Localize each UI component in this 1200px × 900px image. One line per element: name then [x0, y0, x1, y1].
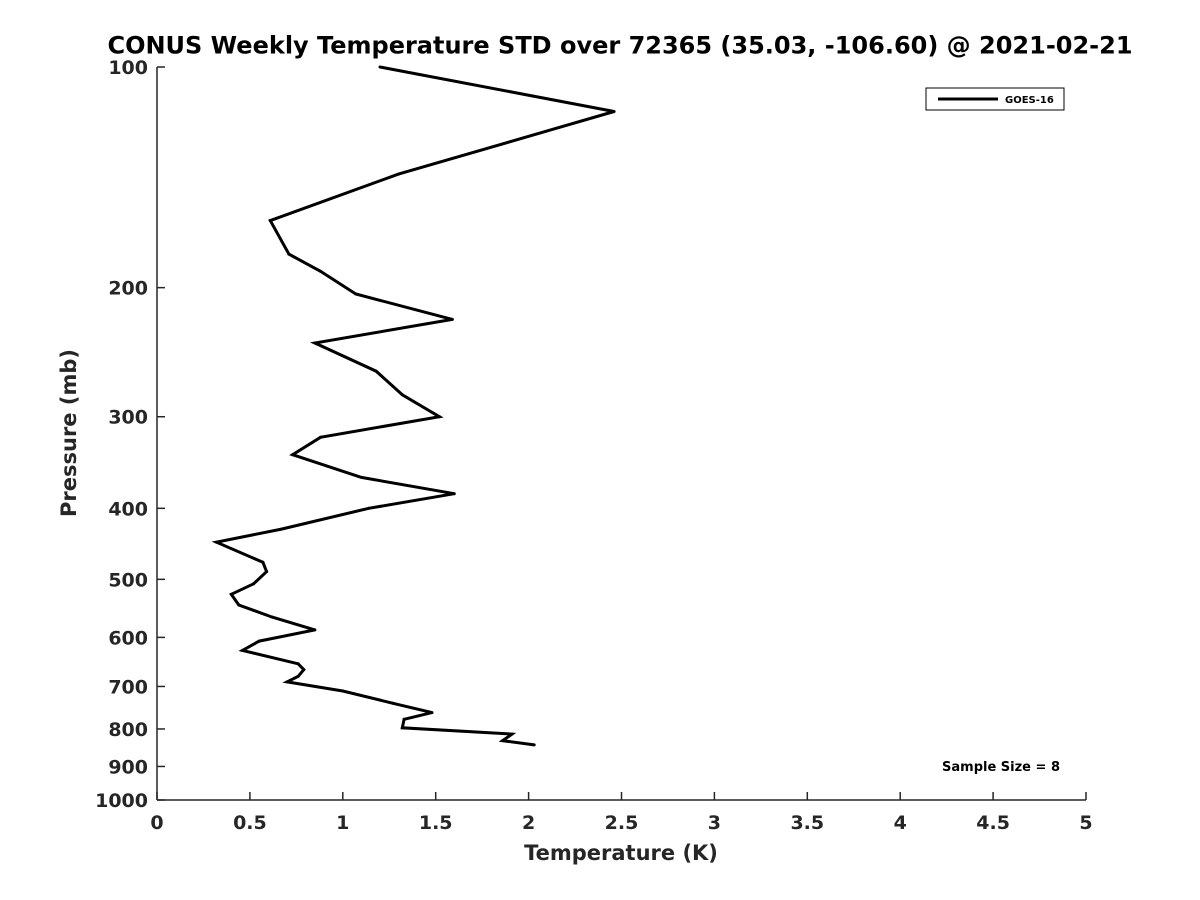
plot-axes: [156, 67, 1086, 801]
y-tick-label: 400: [108, 498, 148, 520]
data-point: [261, 560, 265, 564]
x-tick-label: 3: [708, 812, 721, 834]
x-tick-label: 1: [336, 812, 349, 834]
y-tick-label: 600: [108, 627, 148, 649]
data-point: [501, 739, 505, 743]
data-point: [510, 732, 514, 736]
data-point: [367, 506, 371, 510]
data-point: [319, 269, 322, 273]
data-point: [229, 592, 233, 596]
legend: GOES-16: [925, 87, 1065, 111]
data-point: [268, 219, 272, 223]
data-point: [241, 648, 244, 652]
x-ticks: 0 0.5 1 1.5 2 2.5 3 3.5 4 4.5 5: [150, 792, 1093, 834]
x-tick-label: 4: [894, 812, 907, 834]
y-tick-label: 1000: [95, 790, 148, 812]
data-point: [296, 674, 300, 678]
data-point: [252, 582, 256, 586]
data-point: [313, 628, 317, 632]
y-axis-label: Pressure (mb): [57, 349, 81, 517]
data-point: [400, 726, 404, 730]
data-point: [354, 292, 358, 296]
x-tick-label: 2.5: [605, 812, 639, 834]
y-tick-label: 300: [108, 407, 148, 429]
data-point: [257, 639, 261, 643]
y-tick-label: 100: [108, 57, 148, 79]
data-point: [402, 717, 406, 721]
data-point: [612, 110, 616, 113]
data-point: [237, 603, 241, 607]
chart-title: CONUS Weekly Temperature STD over 72365 …: [107, 32, 1132, 60]
data-point: [291, 453, 295, 457]
x-tick-label: 0.5: [233, 812, 267, 834]
x-tick-label: 5: [1079, 812, 1092, 834]
y-tick-label: 800: [108, 719, 148, 741]
data-point: [378, 65, 382, 69]
data-point: [359, 475, 363, 479]
data-point: [296, 662, 300, 666]
y-tick-label: 900: [108, 756, 148, 778]
data-point: [437, 415, 441, 419]
data-point: [287, 252, 291, 256]
data-point: [400, 393, 404, 397]
x-tick-label: 4.5: [976, 812, 1010, 834]
data-point: [374, 369, 378, 373]
legend-label-goes-16: GOES-16: [1005, 95, 1054, 106]
data-point: [265, 570, 269, 574]
x-tick-label: 3.5: [790, 812, 824, 834]
y-tick-label: 200: [108, 278, 148, 300]
x-tick-label: 1.5: [419, 812, 453, 834]
y-tick-label: 700: [108, 676, 148, 698]
data-point: [285, 680, 289, 684]
data-point: [313, 341, 317, 345]
sample-size-annotation: Sample Size = 8: [942, 760, 1060, 775]
y-tick-label: 500: [108, 569, 148, 591]
series-points: [215, 65, 616, 747]
data-point: [280, 527, 283, 531]
data-point: [215, 540, 218, 544]
data-point: [452, 492, 456, 496]
data-point: [532, 743, 536, 747]
y-ticks: 100 200 300 400 500 600 700 800 900 1000: [95, 57, 165, 812]
data-point: [430, 711, 434, 715]
x-tick-label: 0: [150, 812, 163, 834]
series-line-goes-16: [211, 65, 615, 747]
data-point: [391, 701, 395, 705]
data-point: [397, 172, 400, 176]
data-point: [450, 317, 454, 321]
x-tick-label: 2: [522, 812, 535, 834]
data-point: [319, 435, 322, 439]
x-axis-label: Temperature (K): [524, 841, 718, 865]
data-point: [302, 668, 306, 672]
data-point: [341, 689, 345, 693]
data-point: [270, 615, 274, 619]
